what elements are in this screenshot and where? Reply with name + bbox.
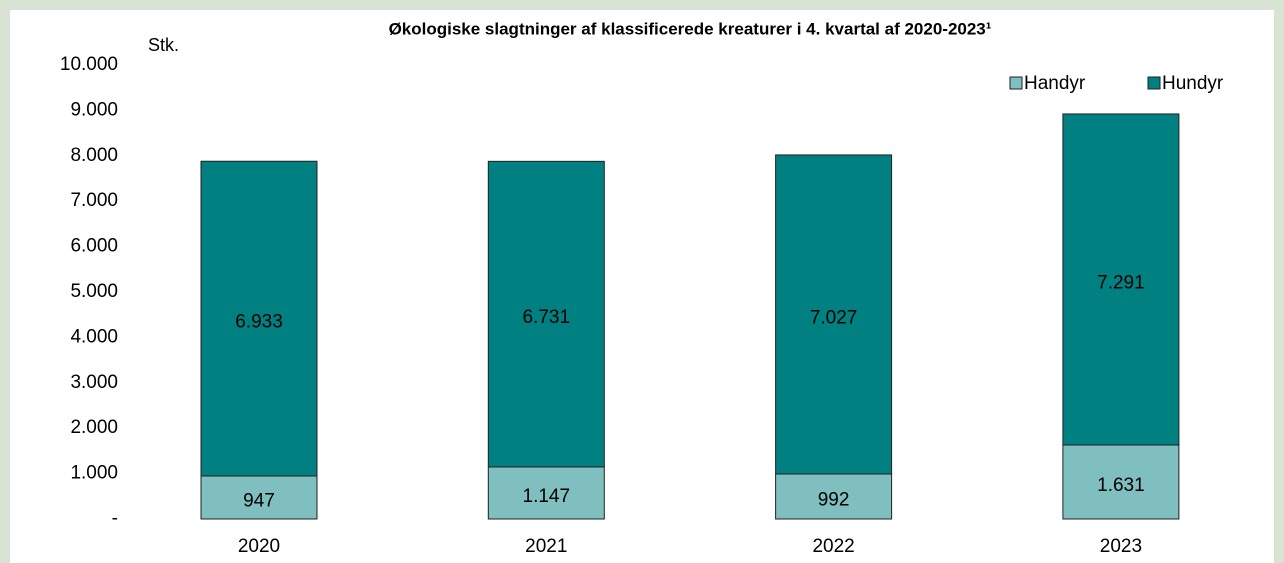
value-label: 947 xyxy=(243,491,275,512)
bar-segment xyxy=(200,160,318,477)
y-tick-label: 4.000 xyxy=(70,326,118,347)
y-tick-label: 1.000 xyxy=(70,463,118,484)
chart-title: Økologiske slagtninger af klassificerede… xyxy=(389,19,992,38)
bar-segment xyxy=(1062,113,1180,446)
value-label: 1.147 xyxy=(523,486,571,507)
y-tick-label: 2.000 xyxy=(70,417,118,438)
legend-swatch xyxy=(1009,76,1023,90)
y-tick-label: 8.000 xyxy=(70,145,118,166)
x-tick-label: 2022 xyxy=(812,536,854,557)
bar-segment xyxy=(775,473,893,520)
y-tick-label: 9.000 xyxy=(70,99,118,120)
y-tick-label: 7.000 xyxy=(70,190,118,211)
value-label: 6.731 xyxy=(523,307,571,328)
x-tick-label: 2023 xyxy=(1100,536,1142,557)
bar-segment xyxy=(200,475,318,520)
bar-segment xyxy=(487,160,605,468)
y-tick-label: - xyxy=(112,508,118,529)
y-tick-label: 6.000 xyxy=(70,236,118,257)
x-tick-label: 2021 xyxy=(525,536,567,557)
bar-segment xyxy=(775,154,893,475)
bar-segment xyxy=(1062,444,1180,520)
y-tick-label: 10.000 xyxy=(60,54,118,75)
value-label: 7.291 xyxy=(1097,272,1145,293)
value-label: 7.027 xyxy=(810,307,858,328)
legend-swatch xyxy=(1147,76,1161,90)
value-label: 1.631 xyxy=(1097,475,1145,496)
y-tick-label: 3.000 xyxy=(70,372,118,393)
y-axis-label: Stk. xyxy=(148,35,179,55)
x-tick-label: 2020 xyxy=(238,536,280,557)
bar-segment xyxy=(487,466,605,520)
legend-label: Handyr xyxy=(1024,73,1086,94)
y-tick-label: 5.000 xyxy=(70,281,118,302)
legend-label: Hundyr xyxy=(1162,73,1224,94)
value-label: 6.933 xyxy=(235,312,283,333)
value-label: 992 xyxy=(818,489,850,510)
